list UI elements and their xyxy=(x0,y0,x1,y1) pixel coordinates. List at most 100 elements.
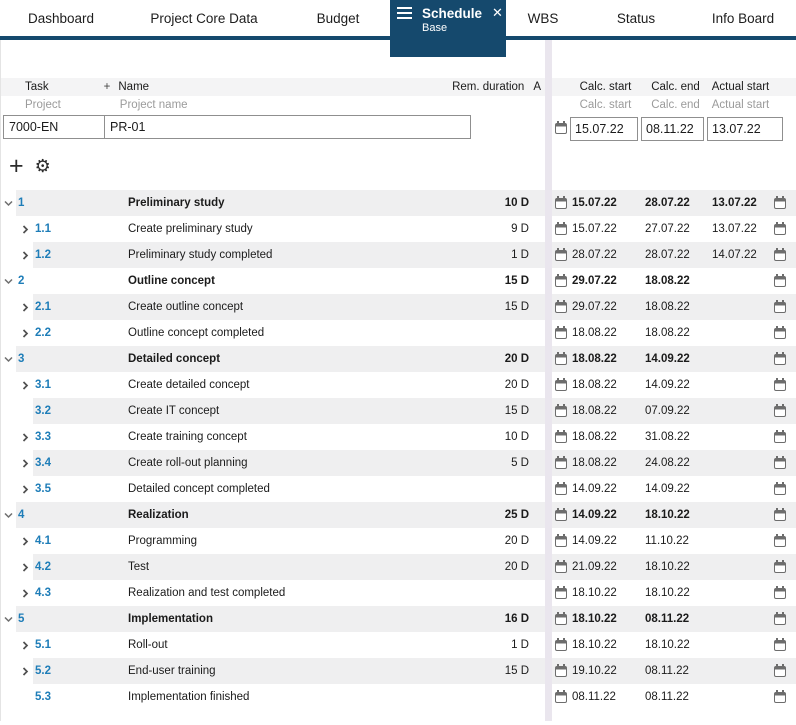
chevron-right-icon[interactable] xyxy=(20,224,31,235)
calendar-icon[interactable] xyxy=(555,637,567,651)
task-name[interactable]: Realization xyxy=(128,509,189,521)
task-name[interactable]: Roll-out xyxy=(128,639,168,651)
calc-start-value[interactable]: 18.10.22 xyxy=(572,639,617,651)
calendar-icon[interactable] xyxy=(555,247,567,261)
chevron-right-icon[interactable] xyxy=(20,588,31,599)
calendar-icon[interactable] xyxy=(774,299,786,313)
task-name[interactable]: Create roll-out planning xyxy=(128,457,248,469)
calc-start-value[interactable]: 18.08.22 xyxy=(572,379,617,391)
calendar-icon[interactable] xyxy=(774,559,786,573)
chevron-right-icon[interactable] xyxy=(20,562,31,573)
calendar-icon[interactable] xyxy=(774,195,786,209)
calendar-icon[interactable] xyxy=(774,585,786,599)
task-number[interactable]: 5.2 xyxy=(35,665,51,677)
calendar-icon[interactable] xyxy=(774,429,786,443)
calendar-icon[interactable] xyxy=(774,403,786,417)
task-name[interactable]: Programming xyxy=(128,535,198,547)
date-row[interactable]: 08.11.22 08.11.22 xyxy=(552,684,796,710)
tab-budget[interactable]: Budget xyxy=(286,0,390,36)
calc-end-value[interactable]: 18.10.22 xyxy=(645,639,690,651)
task-row[interactable]: 2 Outline concept 15 D xyxy=(1,268,545,294)
calc-start-value[interactable]: 18.08.22 xyxy=(572,405,617,417)
date-row[interactable]: 14.09.22 14.09.22 xyxy=(552,476,796,502)
calendar-icon[interactable] xyxy=(774,351,786,365)
task-row[interactable]: 2.2 Outline concept completed xyxy=(1,320,545,346)
calc-start-value[interactable]: 15.07.22 xyxy=(572,197,617,209)
date-row[interactable]: 18.08.22 07.09.22 xyxy=(552,398,796,424)
tab-schedule-active[interactable]: Schedule ✕ Base xyxy=(390,0,506,57)
task-name[interactable]: Create IT concept xyxy=(128,405,220,417)
task-row[interactable]: 1.2 Preliminary study completed 1 D xyxy=(1,242,545,268)
task-number[interactable]: 3.2 xyxy=(35,405,51,417)
calc-start-value[interactable]: 29.07.22 xyxy=(572,275,617,287)
calc-start-value[interactable]: 18.08.22 xyxy=(572,431,617,443)
calc-start-value[interactable]: 28.07.22 xyxy=(572,249,617,261)
task-row[interactable]: 1.1 Create preliminary study 9 D xyxy=(1,216,545,242)
chevron-right-icon[interactable] xyxy=(20,536,31,547)
task-row[interactable]: 4.2 Test 20 D xyxy=(1,554,545,580)
task-number[interactable]: 2.1 xyxy=(35,301,51,313)
date-row[interactable]: 15.07.22 27.07.22 13.07.22 xyxy=(552,216,796,242)
chevron-down-icon[interactable] xyxy=(3,510,14,521)
task-row[interactable]: 5.1 Roll-out 1 D xyxy=(1,632,545,658)
chevron-right-icon[interactable] xyxy=(20,302,31,313)
calc-end-value[interactable]: 14.09.22 xyxy=(645,379,690,391)
calc-end-value[interactable]: 08.11.22 xyxy=(645,613,690,625)
calendar-icon[interactable] xyxy=(555,299,567,313)
project-name-field[interactable]: PR-01 xyxy=(110,120,146,134)
calendar-icon[interactable] xyxy=(774,533,786,547)
calc-end-value[interactable]: 31.08.22 xyxy=(645,431,690,443)
calendar-icon[interactable] xyxy=(555,377,567,391)
calc-start-value[interactable]: 21.09.22 xyxy=(572,561,617,573)
calc-end-value[interactable]: 18.08.22 xyxy=(645,301,690,313)
task-name[interactable]: Realization and test completed xyxy=(128,587,286,599)
project-id-field[interactable]: 7000-EN xyxy=(4,116,105,138)
date-row[interactable]: 29.07.22 18.08.22 xyxy=(552,268,796,294)
date-row[interactable]: 18.08.22 14.09.22 xyxy=(552,372,796,398)
date-row[interactable]: 18.08.22 31.08.22 xyxy=(552,424,796,450)
calc-end-value[interactable]: 07.09.22 xyxy=(645,405,690,417)
panel-splitter[interactable] xyxy=(545,36,552,721)
calendar-icon[interactable] xyxy=(555,481,567,495)
chevron-right-icon[interactable] xyxy=(20,328,31,339)
chevron-right-icon[interactable] xyxy=(20,250,31,261)
task-row[interactable]: 5.3 Implementation finished xyxy=(1,684,545,710)
project-calc-end-field[interactable]: 08.11.22 xyxy=(641,116,704,141)
tab-project-core-data[interactable]: Project Core Data xyxy=(122,0,286,36)
task-row[interactable]: 4.3 Realization and test completed xyxy=(1,580,545,606)
chevron-down-icon[interactable] xyxy=(3,198,14,209)
date-row[interactable]: 14.09.22 11.10.22 xyxy=(552,528,796,554)
date-row[interactable]: 29.07.22 18.08.22 xyxy=(552,294,796,320)
task-name[interactable]: Create preliminary study xyxy=(128,223,253,235)
calendar-icon[interactable] xyxy=(774,247,786,261)
task-number[interactable]: 5 xyxy=(18,613,25,625)
task-name[interactable]: Implementation finished xyxy=(128,691,250,703)
project-actual-start-field[interactable]: 13.07.22 xyxy=(707,116,783,141)
calc-start-value[interactable]: 14.09.22 xyxy=(572,483,617,495)
task-name[interactable]: End-user training xyxy=(128,665,216,677)
date-row[interactable]: 18.08.22 24.08.22 xyxy=(552,450,796,476)
task-name[interactable]: Test xyxy=(128,561,150,573)
task-row[interactable]: 3.3 Create training concept 10 D xyxy=(1,424,545,450)
calendar-icon[interactable] xyxy=(555,689,567,703)
tab-dashboard[interactable]: Dashboard xyxy=(0,0,122,36)
date-row[interactable]: 18.08.22 18.08.22 xyxy=(552,320,796,346)
calc-start-value[interactable]: 08.11.22 xyxy=(572,691,616,703)
calendar-icon[interactable] xyxy=(774,611,786,625)
calc-end-value[interactable]: 14.09.22 xyxy=(645,353,690,365)
column-header-calc-end[interactable]: Calc. end xyxy=(651,81,700,93)
task-name[interactable]: Preliminary study xyxy=(128,197,225,209)
task-number[interactable]: 3.1 xyxy=(35,379,51,391)
task-number[interactable]: 2 xyxy=(18,275,25,287)
calendar-icon[interactable] xyxy=(774,273,786,287)
calendar-icon[interactable] xyxy=(555,325,567,339)
task-row[interactable]: 3.1 Create detailed concept 20 D xyxy=(1,372,545,398)
task-row[interactable]: 5.2 End-user training 15 D xyxy=(1,658,545,684)
column-header-rem-duration[interactable]: Rem. duration xyxy=(452,81,525,93)
calc-end-value[interactable]: 24.08.22 xyxy=(645,457,690,469)
date-row[interactable]: 18.10.22 08.11.22 xyxy=(552,606,796,632)
calendar-icon[interactable] xyxy=(555,455,567,469)
column-header-task[interactable]: Task xyxy=(25,81,49,93)
tab-status[interactable]: Status xyxy=(580,0,692,36)
calc-end-value[interactable]: 18.10.22 xyxy=(645,509,690,521)
